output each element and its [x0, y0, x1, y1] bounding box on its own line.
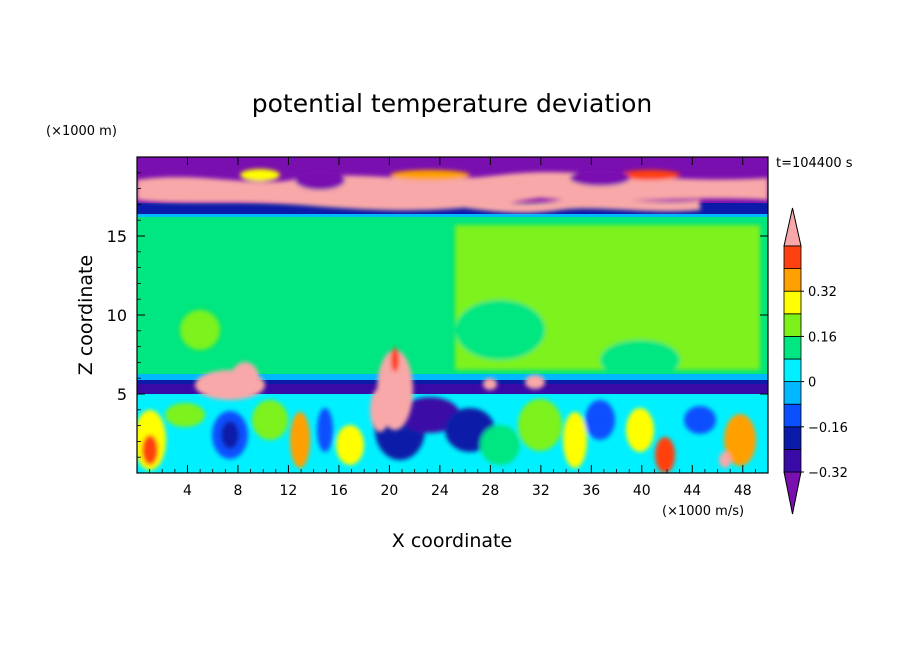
x-axis: 4 8 12 16 20 24 28 32 36 40 44 48	[149, 157, 756, 499]
upper-blob	[295, 170, 345, 190]
lower-interface	[137, 380, 768, 384]
lower-interface	[137, 374, 768, 380]
colorbar-swatch	[783, 426, 802, 450]
upper-blob	[390, 170, 470, 180]
colorbar-swatch	[783, 381, 802, 405]
colorbar-swatch	[783, 335, 802, 360]
y-axis-title: Z coordinate	[75, 255, 97, 375]
lower-blob	[221, 421, 239, 449]
lower-blob	[684, 406, 716, 434]
lower-blob	[142, 435, 158, 465]
x-tick-label: 8	[233, 483, 242, 499]
x-tick-label: 24	[431, 483, 449, 499]
contour-field	[137, 157, 768, 473]
lower-blob	[719, 452, 731, 468]
y-unit-label: (×1000 m)	[46, 124, 117, 139]
upper-interface	[137, 214, 768, 217]
colorbar-label: −0.32	[808, 466, 848, 481]
upper-blob	[240, 169, 280, 181]
x-tick-label: 12	[280, 483, 298, 499]
lower-blob	[336, 425, 364, 465]
x-unit-label: (×1000 m/s)	[662, 504, 744, 519]
plume	[391, 348, 399, 372]
colorbar-swatch	[783, 403, 802, 428]
time-label: t=104400 s	[776, 156, 853, 171]
plume	[525, 375, 545, 389]
colorbar-swatch	[783, 245, 802, 270]
y-axis: 5 10 15	[107, 172, 768, 458]
x-tick-label: 20	[380, 483, 398, 499]
colorbar-swatch	[783, 448, 802, 473]
middle-patch	[455, 300, 545, 360]
colorbar-swatch	[783, 313, 802, 337]
middle-patch	[600, 340, 680, 380]
lower-interface	[137, 384, 768, 394]
colorbar-label: 0.16	[808, 330, 837, 345]
colorbar-label: 0	[808, 376, 816, 391]
x-tick-label: 28	[481, 483, 499, 499]
plume	[231, 362, 259, 394]
colorbar-label: −0.16	[808, 421, 848, 436]
x-tick-label: 16	[330, 483, 348, 499]
colorbar-swatch	[783, 290, 802, 315]
lower-blob	[655, 437, 675, 473]
colorbar-swatch	[783, 358, 802, 383]
middle-patch	[180, 310, 220, 350]
x-tick-label: 40	[633, 483, 651, 499]
lower-blob	[585, 400, 615, 440]
lower-blob	[480, 425, 520, 465]
colorbar-arrow-bottom	[783, 471, 802, 515]
x-tick-label: 32	[532, 483, 550, 499]
colorbar-arrow-top	[783, 207, 802, 247]
lower-blob	[290, 412, 310, 468]
x-tick-label: 4	[183, 483, 192, 499]
lower-blob	[252, 400, 288, 440]
x-tick-label: 48	[734, 483, 752, 499]
lower-blob	[563, 412, 587, 468]
chart-title: potential temperature deviation	[252, 89, 652, 118]
x-tick-label: 36	[582, 483, 600, 499]
upper-blob	[620, 170, 680, 180]
x-tick-label: 44	[683, 483, 701, 499]
lower-blob	[317, 408, 333, 452]
colorbar-swatch	[783, 268, 802, 292]
lower-blob	[518, 399, 562, 451]
y-tick-label: 10	[107, 306, 127, 325]
colorbar: 0.32 0.16 0 −0.16 −0.32	[783, 207, 848, 515]
y-tick-label: 5	[117, 385, 127, 404]
x-axis-title: X coordinate	[392, 530, 512, 552]
lower-blob	[724, 414, 756, 466]
plume	[370, 388, 390, 432]
plume	[483, 378, 497, 390]
lower-blob	[400, 397, 460, 433]
upper-band	[419, 190, 701, 213]
lower-blob	[626, 408, 654, 452]
upper-blob	[570, 170, 630, 186]
y-tick-label: 15	[107, 227, 127, 246]
colorbar-label: 0.32	[808, 285, 837, 300]
lower-blob	[165, 403, 205, 427]
